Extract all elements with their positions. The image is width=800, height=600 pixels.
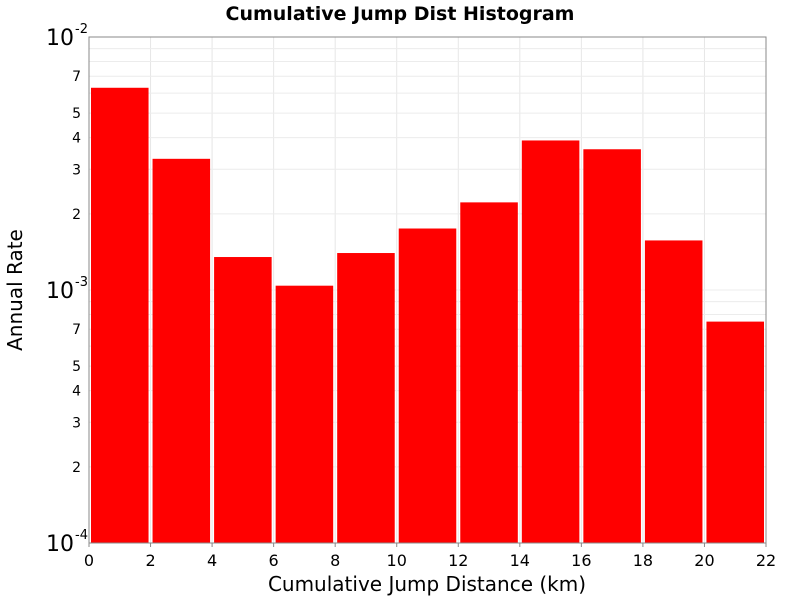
y-major-tick-exponent: -3 — [75, 275, 88, 290]
x-tick-label: 10 — [387, 551, 407, 570]
y-major-tick-exponent: -2 — [75, 22, 88, 37]
x-axis-label: Cumulative Jump Distance (km) — [268, 572, 586, 596]
bar — [460, 202, 518, 544]
bar — [398, 228, 457, 544]
x-tick-label: 0 — [84, 551, 94, 570]
x-tick-label: 20 — [694, 551, 714, 570]
y-minor-tick-label: 4 — [72, 131, 81, 147]
chart-title: Cumulative Jump Dist Histogram — [226, 3, 575, 25]
plot-frame — [88, 36, 767, 544]
y-minor-tick-label: 5 — [72, 359, 81, 375]
x-tick-label: 8 — [330, 551, 340, 570]
x-tick-label: 2 — [145, 551, 155, 570]
x-tick-label: 18 — [633, 551, 653, 570]
bar — [214, 257, 272, 543]
y-axis-label: Annual Rate — [3, 229, 27, 351]
bar — [91, 87, 149, 543]
bar — [644, 240, 703, 544]
y-minor-tick-label: 5 — [72, 106, 81, 122]
bar — [706, 321, 764, 543]
y-major-tick-label: 10 — [46, 532, 74, 557]
y-major-tick-label: 10 — [46, 26, 74, 51]
bar — [152, 158, 211, 543]
y-minor-tick-label: 2 — [72, 207, 81, 223]
bar — [583, 149, 641, 543]
y-major-tick-exponent: -4 — [75, 528, 88, 543]
bar — [275, 285, 334, 543]
x-tick-label: 22 — [756, 551, 776, 570]
x-axis-ticks: 0 2 4 6 8 10 12 14 16 18 20 22 — [84, 543, 776, 570]
y-minor-tick-label: 7 — [72, 322, 81, 338]
bar — [521, 140, 580, 544]
x-tick-label: 14 — [510, 551, 530, 570]
x-tick-label: 16 — [571, 551, 591, 570]
y-minor-tick-label: 7 — [72, 69, 81, 85]
bar — [337, 253, 395, 543]
bars — [91, 87, 764, 544]
y-minor-tick-label: 3 — [72, 162, 81, 178]
y-minor-tick-label: 3 — [72, 415, 81, 431]
y-minor-tick-label: 4 — [72, 384, 81, 400]
y-major-tick-label: 10 — [46, 279, 74, 304]
y-minor-tick-label: 2 — [72, 460, 81, 476]
x-tick-label: 6 — [269, 551, 279, 570]
x-tick-label: 12 — [448, 551, 468, 570]
x-tick-label: 4 — [207, 551, 217, 570]
